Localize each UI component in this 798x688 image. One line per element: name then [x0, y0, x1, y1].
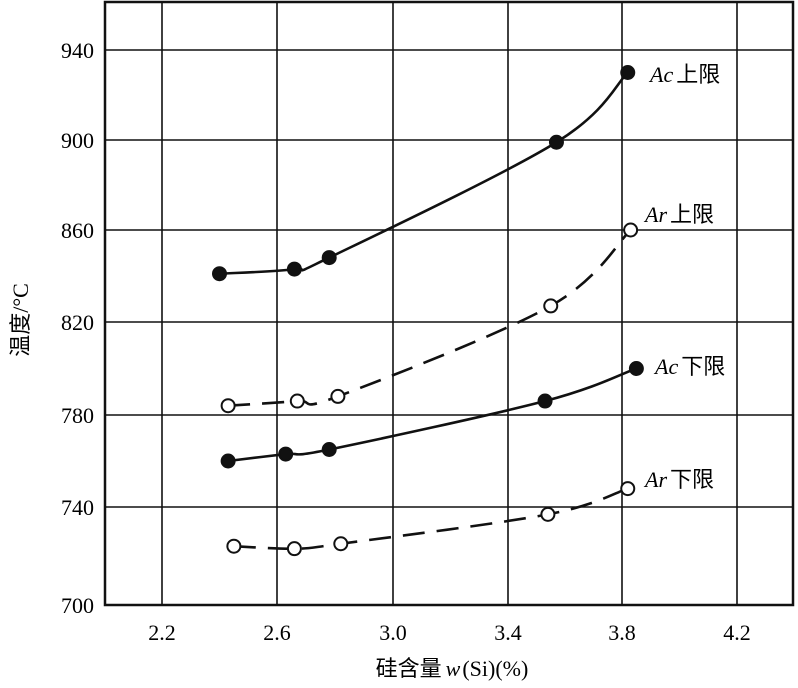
- series-line-3: [233, 487, 629, 550]
- data-point: [620, 65, 636, 80]
- series-label-text: 下限: [670, 467, 714, 492]
- grid: [103, 0, 795, 607]
- data-point: [628, 361, 644, 376]
- data-point: [286, 541, 302, 557]
- y-axis-label: 温度/°C: [8, 283, 33, 357]
- tick-labels: 2.2 2.6 3.0 3.4 3.8 4.2 700 740 780 820 860 900 940: [61, 38, 751, 645]
- series-label: Ac 上限: [648, 62, 720, 87]
- data-point: [321, 250, 337, 266]
- data-point: [289, 393, 305, 409]
- data-point: [333, 536, 349, 552]
- series-label-symbol: Ar: [643, 202, 667, 227]
- x-tick-label: 3.0: [379, 620, 407, 645]
- series-lines: [219, 71, 637, 550]
- y-tick-label: 860: [61, 218, 94, 243]
- series-label-text: 下限: [681, 354, 725, 379]
- x-tick-label: 2.2: [148, 620, 176, 645]
- y-tick-label: 700: [61, 593, 94, 618]
- series-label-text: 上限: [670, 202, 714, 227]
- series-line-0: [219, 71, 629, 275]
- series-label-symbol: Ac: [648, 62, 673, 87]
- series-label-symbol: Ar: [643, 467, 667, 492]
- y-tick-label: 940: [61, 38, 94, 63]
- data-point: [543, 298, 559, 314]
- data-point: [226, 538, 242, 554]
- data-point: [220, 453, 236, 469]
- data-point: [220, 398, 236, 414]
- data-point: [537, 393, 553, 409]
- series-line-1: [228, 229, 632, 407]
- series-markers: [212, 65, 644, 557]
- series-label-symbol: Ac: [653, 354, 678, 379]
- y-tick-label: 900: [61, 128, 94, 153]
- y-tick-label: 820: [61, 310, 94, 335]
- data-point: [330, 388, 346, 404]
- series-label: Ar 上限: [643, 202, 714, 227]
- y-tick-label: 780: [61, 403, 94, 428]
- data-point: [548, 134, 564, 150]
- x-axis-label: 硅含量 w(Si)(%): [376, 656, 529, 681]
- data-point: [623, 222, 639, 238]
- data-point: [540, 506, 556, 522]
- x-tick-label: 3.4: [494, 620, 522, 645]
- x-tick-label: 3.8: [608, 620, 636, 645]
- data-point: [620, 481, 636, 497]
- data-point: [286, 261, 302, 277]
- series-label-text: 上限: [676, 62, 720, 87]
- plot-frame: [103, 0, 795, 607]
- y-tick-label: 740: [61, 495, 94, 520]
- series-label: Ac 下限: [653, 354, 725, 379]
- x-tick-label: 4.2: [723, 620, 751, 645]
- x-tick-label: 2.6: [263, 620, 291, 645]
- data-point: [278, 446, 294, 462]
- data-point: [321, 442, 337, 457]
- series-label: Ar 下限: [643, 467, 714, 492]
- data-point: [212, 266, 227, 282]
